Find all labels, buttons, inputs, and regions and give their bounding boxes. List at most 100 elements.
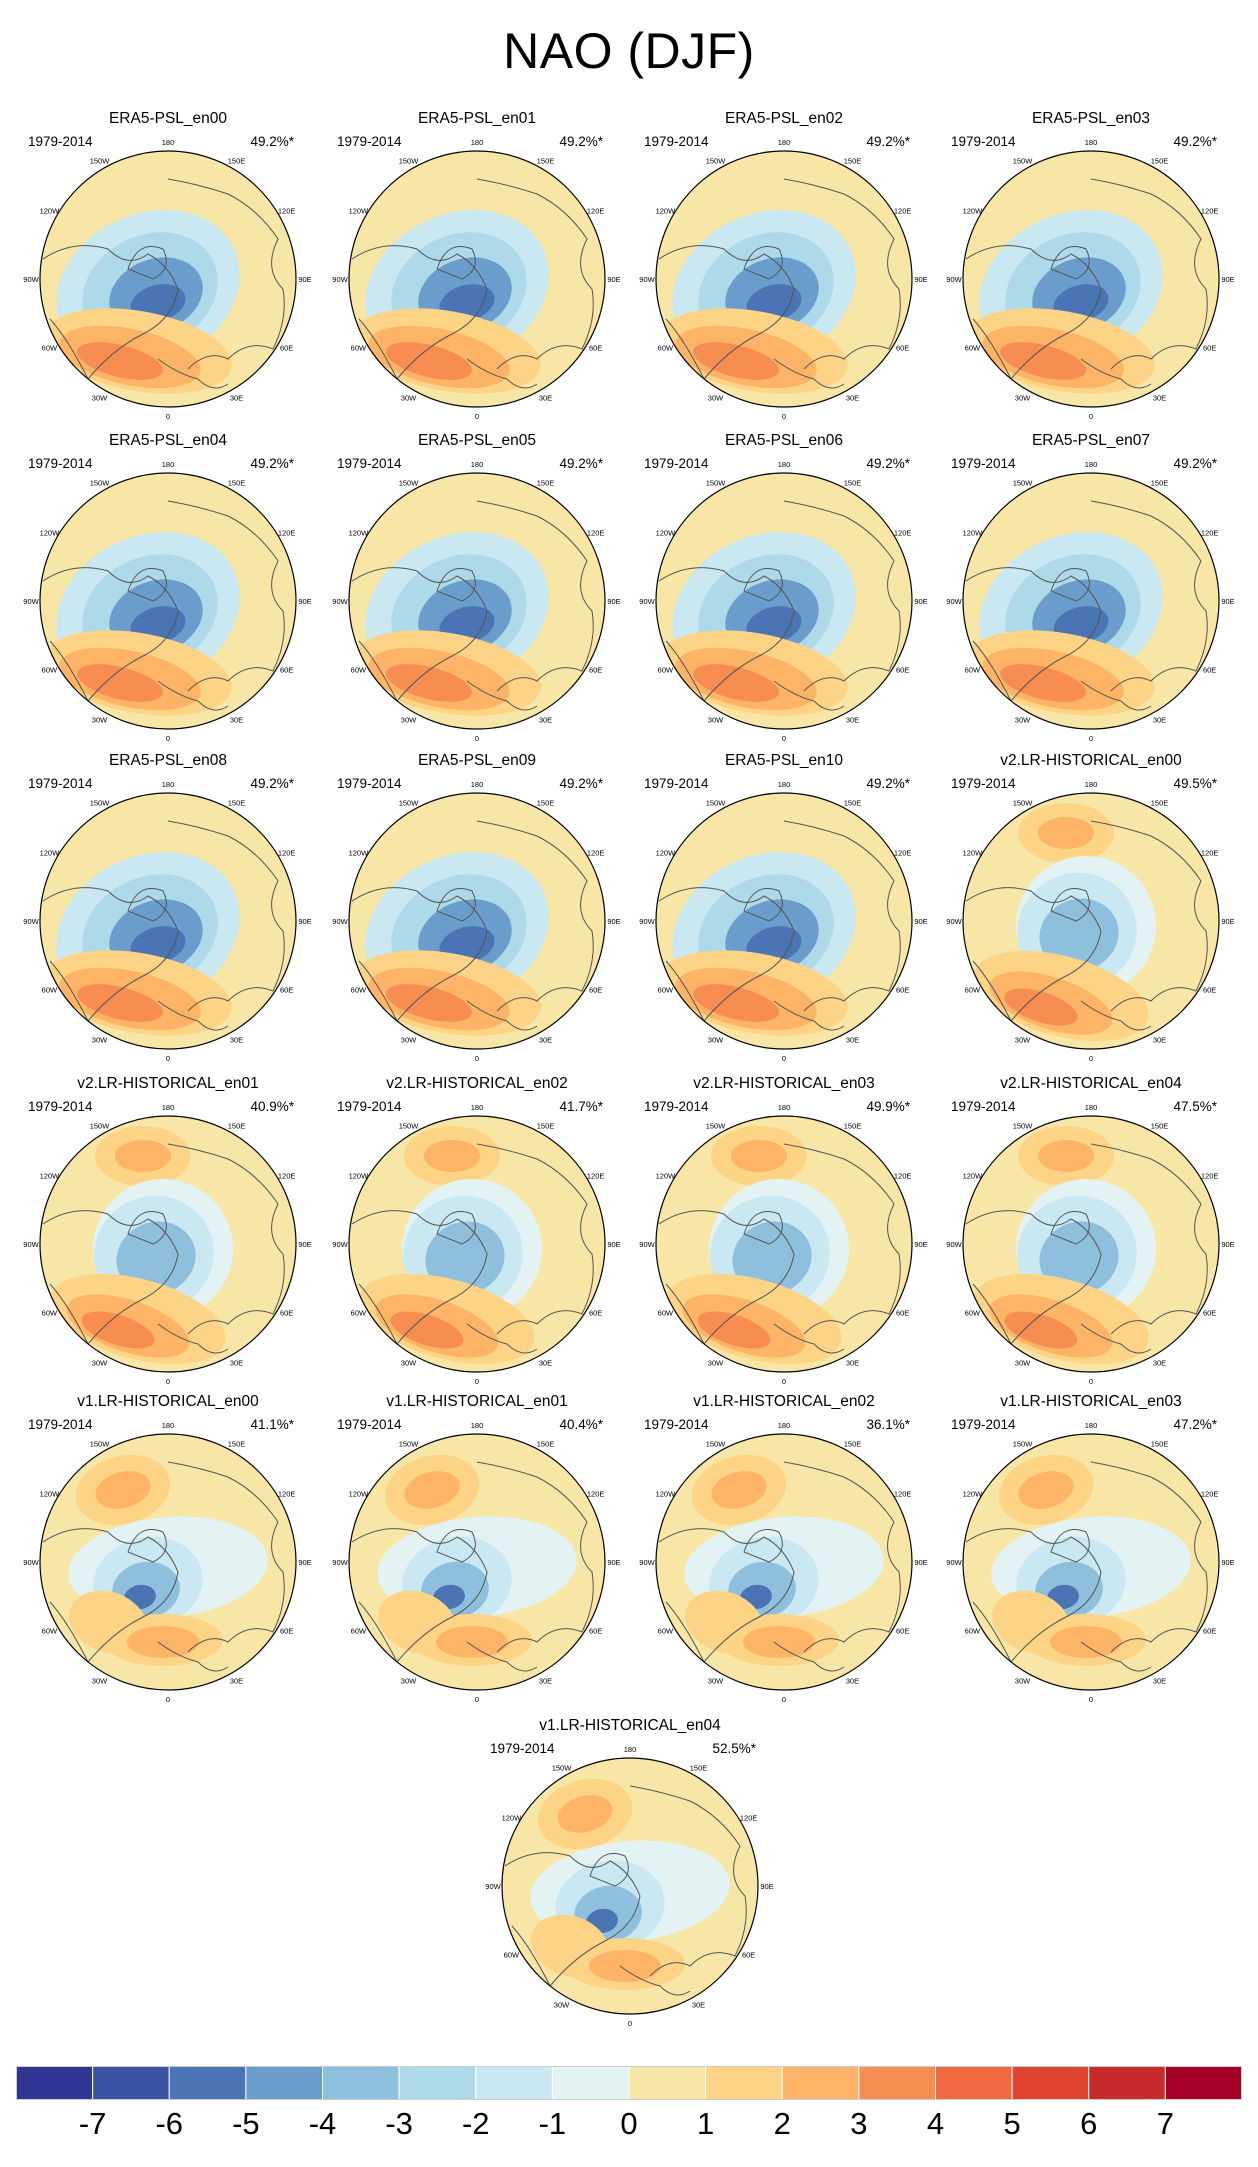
longitude-label: 30W	[401, 716, 417, 725]
longitude-label: 180	[162, 780, 175, 789]
map-panel: ERA5-PSL_en02 1979-2014 49.2%* 180 150E 120E 9…	[634, 110, 934, 425]
panel-period: 1979-2014	[644, 456, 709, 471]
longitude-label: 120E	[278, 1490, 296, 1499]
longitude-label: 150W	[399, 478, 420, 487]
panel-title: ERA5-PSL_en09	[417, 752, 537, 769]
longitude-label: 150W	[706, 1121, 727, 1130]
longitude-label: 60W	[658, 666, 674, 675]
longitude-label: 150W	[706, 478, 727, 487]
map-panel: v1.LR-HISTORICAL_en00 1979-2014 41.1%* 180 1…	[18, 1393, 318, 1708]
anomaly-contour	[693, 984, 779, 1022]
longitude-label: 150W	[706, 156, 727, 165]
anomaly-contour	[697, 1311, 771, 1349]
longitude-label: 30W	[401, 1677, 417, 1686]
longitude-label: 30W	[708, 716, 724, 725]
longitude-label: 90W	[946, 1558, 962, 1567]
longitude-label: 30W	[708, 1359, 724, 1368]
longitude-label: 120W	[349, 1490, 370, 1499]
polar-map: 180 150E 120E 90E 60E 30E 0 30W 60W 90W 120W 150W	[23, 780, 311, 1063]
longitude-label: 150W	[399, 1439, 420, 1448]
longitude-label: 150E	[537, 156, 555, 165]
longitude-label: 30E	[230, 1036, 243, 1045]
longitude-label: 180	[162, 1103, 175, 1112]
longitude-label: 120W	[349, 849, 370, 858]
longitude-label: 180	[471, 1103, 484, 1112]
panel-variance: 49.2%*	[250, 776, 294, 791]
longitude-label: 150E	[1151, 478, 1169, 487]
longitude-label: 0	[1089, 412, 1093, 421]
panel-variance: 49.9%*	[866, 1099, 910, 1114]
anomaly-contour	[386, 984, 472, 1022]
colorbar-swatch	[781, 2066, 860, 2100]
longitude-label: 150W	[1013, 478, 1034, 487]
longitude-label: 30W	[92, 394, 108, 403]
longitude-label: 60W	[658, 344, 674, 353]
longitude-label: 0	[782, 1054, 786, 1063]
map-boundary	[962, 792, 1220, 1050]
longitude-label: 30W	[401, 1036, 417, 1045]
anomaly-contour	[557, 1795, 613, 1833]
anomaly-contour	[743, 1626, 815, 1658]
longitude-label: 150E	[844, 1439, 862, 1448]
polar-map: 180 150E 120E 90E 60E 30E 0 30W 60W 90W 120W 150W	[946, 138, 1234, 421]
panel-title: ERA5-PSL_en00	[108, 110, 228, 127]
panel-period: 1979-2014	[644, 1099, 709, 1114]
longitude-label: 0	[782, 1377, 786, 1386]
map-boundary	[348, 472, 606, 730]
longitude-label: 180	[624, 1745, 637, 1754]
longitude-label: 90E	[914, 597, 927, 606]
polar-map: 180 150E 120E 90E 60E 30E 0 30W 60W 90W 120W 150W	[946, 460, 1234, 743]
colorbar-swatch	[92, 2066, 170, 2100]
longitude-label: 120E	[278, 849, 296, 858]
longitude-label: 90E	[298, 1558, 311, 1567]
longitude-label: 60W	[351, 1309, 367, 1318]
longitude-label: 0	[782, 412, 786, 421]
longitude-label: 180	[1085, 460, 1098, 469]
longitude-label: 60W	[42, 986, 58, 995]
anomaly-contour	[115, 1140, 171, 1172]
anomaly-contour	[711, 1471, 767, 1509]
longitude-label: 120E	[278, 529, 296, 538]
longitude-label: 60E	[896, 344, 909, 353]
panel-variance: 49.2%*	[866, 456, 910, 471]
longitude-label: 120W	[40, 529, 61, 538]
longitude-label: 180	[162, 1421, 175, 1430]
colorbar-swatch	[858, 2066, 936, 2100]
anomaly-contour	[693, 342, 779, 380]
longitude-label: 90E	[1221, 1558, 1234, 1567]
longitude-label: 150E	[1151, 1439, 1169, 1448]
longitude-label: 30E	[230, 1359, 243, 1368]
longitude-label: 0	[166, 1695, 170, 1704]
map-panel: v2.LR-HISTORICAL_en01 1979-2014 40.9%* 180 1…	[18, 1075, 318, 1390]
map-boundary	[655, 792, 913, 1050]
map-panel: v2.LR-HISTORICAL_en00 1979-2014 49.5%* 180 1…	[941, 752, 1241, 1067]
panel-period: 1979-2014	[337, 456, 402, 471]
panel-period: 1979-2014	[644, 1417, 709, 1432]
longitude-label: 30W	[1015, 1359, 1031, 1368]
panel-variance: 40.4%*	[559, 1417, 603, 1432]
longitude-label: 60W	[504, 1951, 520, 1960]
anomaly-contour	[390, 1311, 464, 1349]
longitude-label: 60E	[280, 1309, 293, 1318]
polar-map: 180 150E 120E 90E 60E 30E 0 30W 60W 90W 120W 150W	[639, 780, 927, 1063]
panel-variance: 40.9%*	[250, 1099, 294, 1114]
longitude-label: 0	[166, 1054, 170, 1063]
panel-title: v1.LR-HISTORICAL_en04	[539, 1717, 721, 1734]
longitude-label: 150W	[90, 798, 111, 807]
longitude-label: 60W	[965, 1309, 981, 1318]
longitude-label: 90E	[607, 597, 620, 606]
longitude-label: 0	[166, 734, 170, 743]
longitude-label: 60E	[280, 986, 293, 995]
longitude-label: 0	[475, 412, 479, 421]
longitude-label: 30E	[539, 1677, 552, 1686]
panel-variance: 49.2%*	[559, 776, 603, 791]
panel-title: ERA5-PSL_en05	[417, 432, 537, 449]
longitude-label: 90W	[639, 1558, 655, 1567]
longitude-label: 30E	[846, 394, 859, 403]
longitude-label: 30W	[92, 716, 108, 725]
polar-map: 180 150E 120E 90E 60E 30E 0 30W 60W 90W 120W 150W	[23, 138, 311, 421]
longitude-label: 30W	[1015, 394, 1031, 403]
longitude-label: 90E	[607, 275, 620, 284]
panel-title: v2.LR-HISTORICAL_en03	[693, 1075, 875, 1092]
colorbar-tick-label: -2	[461, 2106, 490, 2141]
